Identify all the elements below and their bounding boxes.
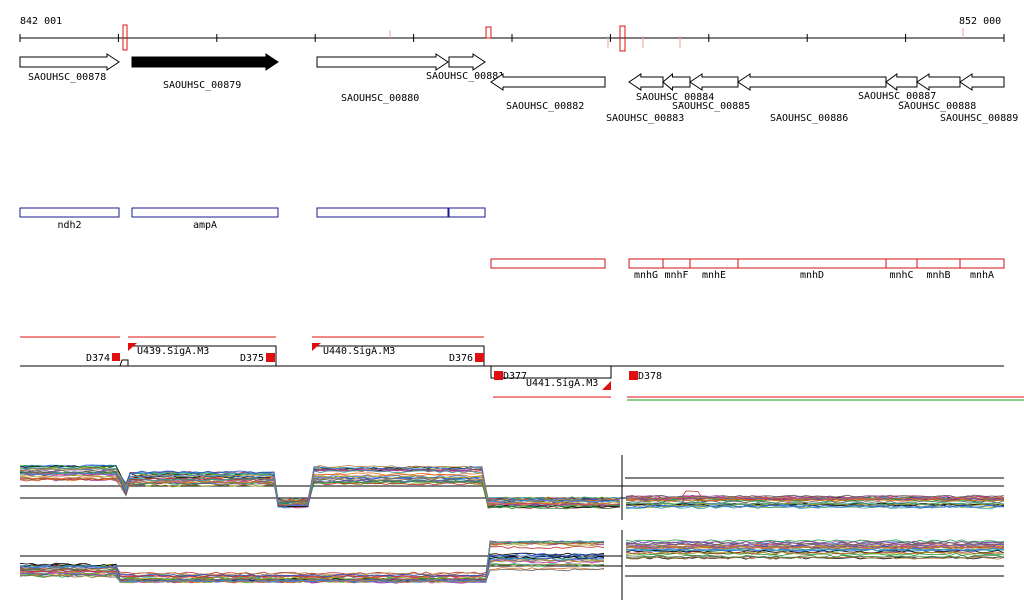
operon-box[interactable] [916,258,961,269]
expression-profiles-upper [19,455,1005,520]
coordinate-axis: 842 001 852 000 [19,16,1005,52]
gene-arrow[interactable] [19,53,120,71]
operon-label: mnhF [664,270,688,281]
d377-marker [494,371,503,380]
axis-region-marker [485,26,492,39]
gene-label: SAOUHSC_00886 [770,113,848,124]
gene-label: SAOUHSC_00885 [672,101,750,112]
expression-trace [19,467,1005,506]
axis-marks [389,28,964,48]
gene-label: SAOUHSC_00884 [636,92,714,103]
gene-arrow[interactable] [448,53,486,71]
operon-label: mnhB [926,270,950,281]
operon-box[interactable] [490,258,606,269]
gene-label: SAOUHSC_00888 [898,101,976,112]
axis-region-marker [619,25,626,52]
genes-track: SAOUHSC_00878 SAOUHSC_00879 SAOUHSC_00880 S… [19,53,1018,124]
axis-start-label: 842 001 [20,16,62,27]
gene-label: SAOUHSC_00878 [28,72,106,83]
gene-label: SAOUHSC_00881 [426,71,504,82]
gene-arrow[interactable] [490,73,606,91]
u440-flag [312,343,321,351]
operon-box[interactable] [662,258,691,269]
axis-end-label: 852 000 [959,16,1001,27]
operon-label: ndh2 [57,220,81,231]
operon-box[interactable] [689,258,739,269]
operon-box[interactable] [628,258,664,269]
segment-label: D374 [86,353,110,364]
segment-label: U439.SigA.M3 [137,346,209,357]
axis-region-marker [122,24,128,51]
gene-label: SAOUHSC_00883 [606,113,684,124]
u439-flag [128,343,137,351]
u441-flag [602,381,611,390]
d374-marker [112,353,120,361]
operon-box[interactable] [959,258,1005,269]
expression-trace [19,541,1005,583]
operon-label: mnhG [634,270,658,281]
gene-label: SAOUHSC_00880 [341,93,419,104]
gene-arrow[interactable] [916,73,961,91]
axis-ticks [19,34,1005,42]
d376-marker [475,353,484,362]
gene-arrow[interactable] [885,73,918,91]
segment-label: D377 [503,371,527,382]
segment-step [490,366,612,379]
forward-operons-track: ndh2 ampA [19,207,486,231]
gene-arrow[interactable] [689,73,739,91]
operon-label: ampA [193,220,217,231]
gene-label: SAOUHSC_00879 [163,80,241,91]
operon-label: mnhD [800,270,824,281]
operon-box[interactable] [131,207,279,218]
operon-box[interactable] [737,258,887,269]
d375-marker [266,353,275,362]
segment-label: D378 [638,371,662,382]
expression-trace [19,466,1005,509]
gene-arrow[interactable] [131,53,279,71]
expression-profiles-lower [19,530,1005,600]
segment-label: U440.SigA.M3 [323,346,395,357]
expression-trace [19,547,1005,583]
gene-label: SAOUHSC_00889 [940,113,1018,124]
segment-step [20,359,129,367]
operon-box[interactable] [885,258,918,269]
segment-label: D375 [240,353,264,364]
operon-box[interactable] [19,207,120,218]
gene-arrow[interactable] [316,53,449,71]
segment-label: D376 [449,353,473,364]
segment-label: U441.SigA.M3 [526,378,598,389]
expression-trace [19,465,1005,506]
operon-label: mnhE [702,270,726,281]
reverse-operons-track: mnhG mnhF mnhE mnhD mnhC mnhB mnhA [490,258,1005,281]
gene-label: SAOUHSC_00887 [858,91,936,102]
gene-arrow[interactable] [959,73,1005,91]
gene-label: SAOUHSC_00882 [506,101,584,112]
gene-arrow[interactable] [628,73,664,91]
operon-label: mnhA [970,270,994,281]
segment-step [128,345,277,366]
expression-trace [19,545,1005,583]
segments-track: D374 U439.SigA.M3 D375 U440.SigA.M3 D376… [20,336,1024,401]
operon-box[interactable] [316,207,449,218]
d378-marker [629,371,638,380]
gene-arrow[interactable] [662,72,691,92]
gene-arrow[interactable] [737,73,887,91]
operon-box[interactable] [448,207,486,218]
operon-label: mnhC [889,270,913,281]
